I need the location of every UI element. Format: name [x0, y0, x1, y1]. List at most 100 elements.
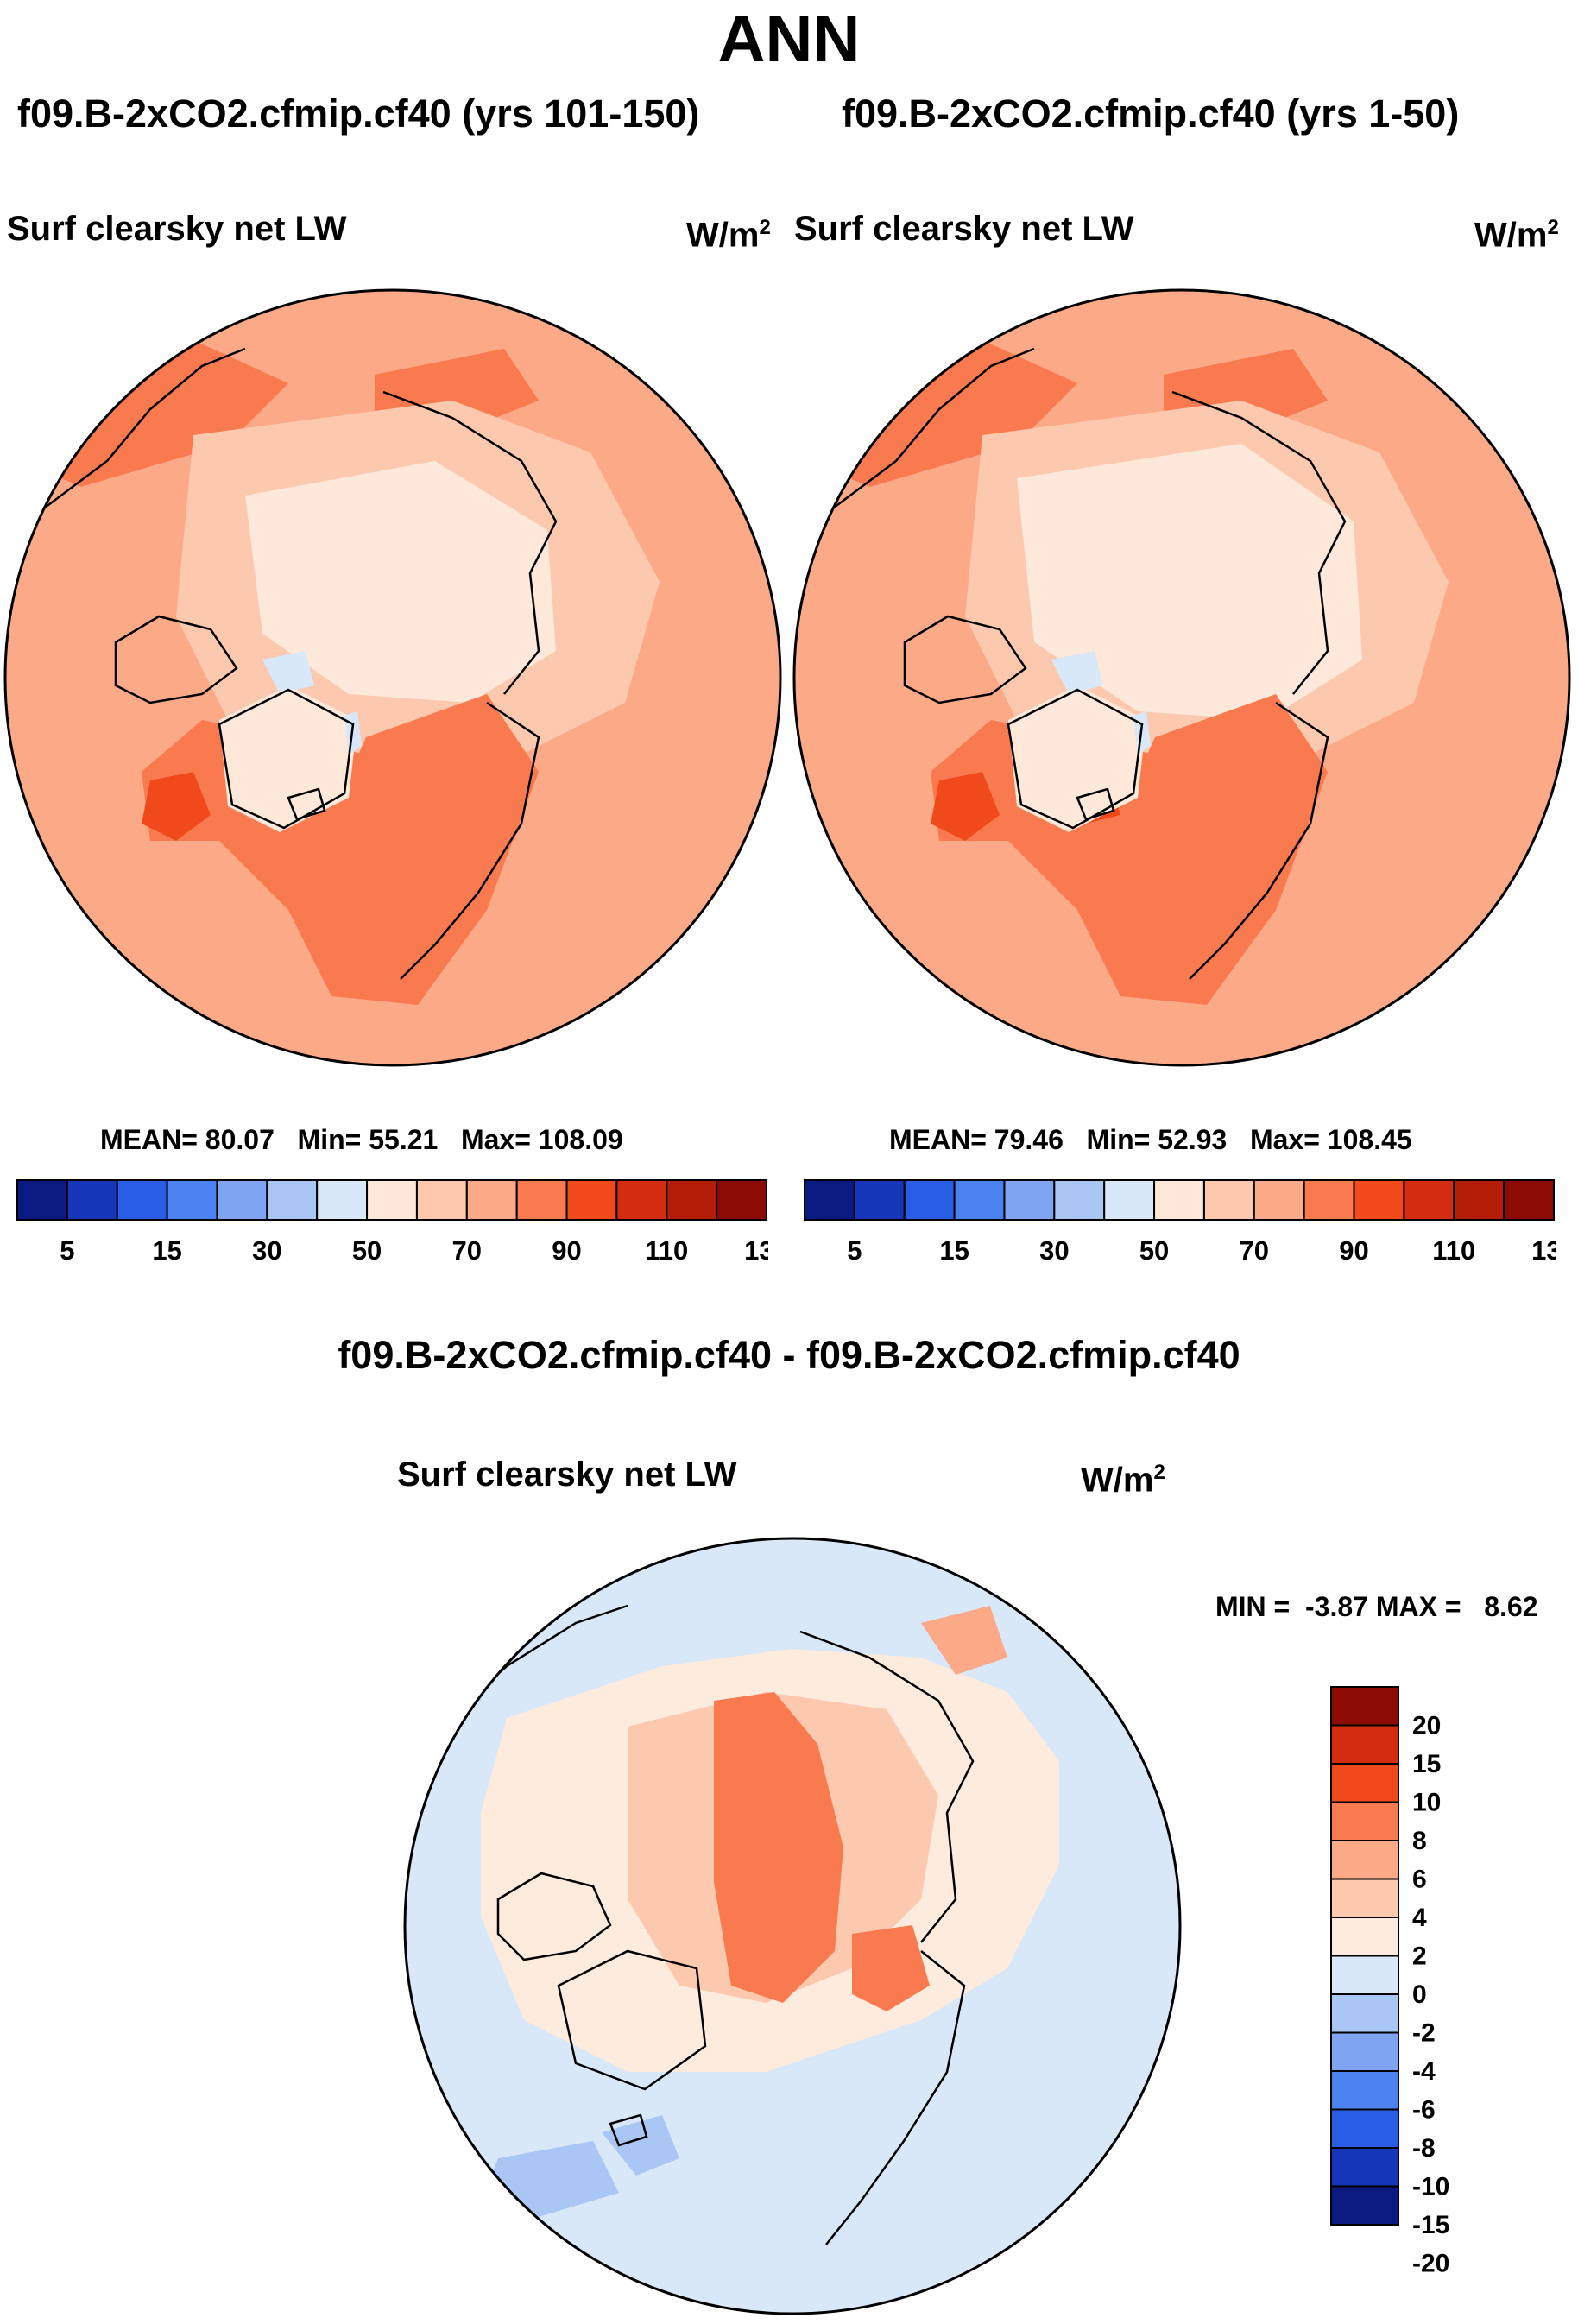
panel2-stats: MEAN= 79.46 Min= 52.93 Max= 108.45 [889, 1124, 1412, 1155]
diff-colorbar-swatch [1330, 1763, 1399, 1803]
diff-field-kara-max [852, 1925, 930, 2011]
diff-title: f09.B-2xCO2.cfmip.cf40 - f09.B-2xCO2.cfm… [338, 1333, 1240, 1377]
diff-colorbar-tick-label: -15 [1412, 2211, 1449, 2239]
panel1-map-border [3, 288, 782, 1067]
panel1-colorbar-swatch [166, 1179, 218, 1221]
panel2-colorbar-swatch [1103, 1179, 1156, 1221]
diff-field-iceland-cooling [602, 2115, 679, 2176]
panel1-colorbar-tick-label: 50 [352, 1235, 382, 1265]
panel2-colorbar-swatch [1353, 1179, 1405, 1221]
panel2-coast-siberia [1171, 390, 1347, 695]
panel1-colorbar-swatch [615, 1179, 668, 1221]
panel1-colorbar-swatch [266, 1179, 319, 1221]
panel1-coast-canadian-archipelago [114, 615, 238, 704]
panel1-field-greenland [219, 685, 357, 832]
panel2-colorbar-tick-label: 30 [1039, 1235, 1069, 1265]
diff-colorbar-swatch [1330, 2031, 1399, 2072]
panel2-colorbar-swatch [1503, 1179, 1556, 1221]
main-title: ANN [717, 3, 861, 76]
diff-colorbar-tick-label: -20 [1412, 2250, 1449, 2278]
diff-coast-canadian-archipelago [496, 1872, 612, 1961]
panel2-coast-iceland [1076, 787, 1115, 821]
panel2-case-title: f09.B-2xCO2.cfmip.cf40 (yrs 1-50) [842, 92, 1460, 136]
diff-field-europe-cooling [576, 2279, 636, 2314]
panel2-polar-map [792, 288, 1571, 1067]
panel1-colorbar-swatch [565, 1179, 618, 1221]
diff-colorbar-tick-label: 20 [1412, 1712, 1441, 1740]
panel2-field-arctic-core [1017, 444, 1362, 720]
diff-colorbar-tick-label: 6 [1412, 1866, 1427, 1894]
panel2-colorbar-swatch [1403, 1179, 1455, 1221]
panel2-colorbar-tick-label: 70 [1240, 1235, 1269, 1265]
diff-colorbar-tick-label: -2 [1412, 2019, 1436, 2048]
diff-colorbar-tick-label: 8 [1412, 1827, 1427, 1855]
panel2-colorbar-swatch [953, 1179, 1006, 1221]
panel2-field-label: Surf clearsky net LW [794, 210, 1134, 248]
diff-field-barents-max [714, 1692, 843, 2003]
diff-colorbar-swatch [1330, 1917, 1399, 1957]
panel1-case-title: f09.B-2xCO2.cfmip.cf40 (yrs 101-150) [17, 92, 700, 136]
panel1-units: W/m2 [686, 216, 771, 255]
diff-colorbar-tick-label: -10 [1412, 2173, 1449, 2201]
panel2-colorbar-swatch [1202, 1179, 1255, 1221]
diff-colorbar-swatch [1330, 2185, 1399, 2226]
panel1-field-baffin-min [262, 651, 314, 694]
panel1-colorbar: 5 15 30 50 70 90 110 130 [16, 1179, 768, 1265]
panel2-coast-greenland [1007, 688, 1144, 830]
panel1-colorbar-tick-label: 70 [452, 1235, 482, 1265]
diff-colorbar-swatch [1330, 1686, 1399, 1727]
panel1-colorbar-tick-label: 110 [645, 1235, 688, 1265]
panel2-colorbar-swatch [1003, 1179, 1056, 1221]
panel2-colorbar-swatch [1253, 1179, 1305, 1221]
panel1-colorbar-tick-label: 90 [552, 1235, 581, 1265]
diff-colorbar-tick-label: -4 [1412, 2057, 1436, 2086]
diff-polar-map [403, 1537, 1182, 2315]
panel2-map-border [792, 288, 1571, 1067]
panel2-colorbar-swatch [1453, 1179, 1505, 1221]
panel1-polar-map [3, 288, 782, 1067]
panel2-colorbar-tick-label: 110 [1432, 1235, 1475, 1265]
panel2-colorbar-tick-label: 5 [847, 1235, 862, 1265]
panel1-colorbar-swatch [116, 1179, 168, 1221]
panel1-colorbar-tick-label: 130 [744, 1235, 768, 1265]
diff-colorbar-swatch [1330, 1724, 1399, 1765]
panel1-colorbar-tick-label: 15 [152, 1235, 181, 1265]
diff-map-border [403, 1537, 1182, 2315]
panel2-units: W/m2 [1474, 216, 1559, 255]
panel1-coast-siberia [382, 390, 558, 695]
panel1-field-label: Surf clearsky net LW [7, 210, 347, 248]
diff-colorbar-swatch [1330, 1955, 1399, 1995]
diff-colorbar-swatch [1330, 2070, 1399, 2111]
diff-coast-siberia [799, 1630, 975, 1943]
panel1-colorbar-swatch [415, 1179, 468, 1221]
diff-colorbar-tick-label: -6 [1412, 2096, 1436, 2125]
panel1-colorbar-swatch [366, 1179, 418, 1221]
diff-colorbar-swatch [1330, 2108, 1399, 2149]
diff-colorbar-swatch [1330, 1878, 1399, 1918]
panel1-colorbar-swatch [16, 1179, 68, 1221]
panel2-colorbar-tick-label: 90 [1339, 1235, 1368, 1265]
panel2-field-greenland [1008, 685, 1146, 832]
panel2-coast-alaska [826, 347, 1035, 514]
panel1-coast-scandinavia [400, 701, 540, 980]
panel1-colorbar-swatch [465, 1179, 518, 1221]
panel2-colorbar: 5 15 30 50 70 90 110 130 [804, 1179, 1556, 1265]
diff-field-chukchi-warm [921, 1606, 1007, 1675]
panel1-coast-alaska [37, 347, 246, 514]
diff-colorbar-tick-label: 2 [1412, 1942, 1427, 1971]
panel1-field-arctic-core [245, 461, 556, 703]
diff-colorbar-swatch [1330, 2147, 1399, 2188]
panel2-field-labrador-max [931, 772, 1000, 841]
panel1-coast-greenland [218, 688, 355, 830]
panel2-coast-canadian-archipelago [903, 615, 1027, 704]
diff-field-label: Surf clearsky net LW [397, 1456, 737, 1494]
panel1-coast-iceland [287, 787, 326, 821]
panel1-colorbar-swatch [316, 1179, 369, 1221]
diff-units: W/m2 [1081, 1461, 1165, 1500]
diff-colorbar-tick-label: 0 [1412, 1980, 1427, 2009]
diff-field-pacific-cooling [420, 1666, 481, 1709]
diff-colorbar-tick-label: -8 [1412, 2134, 1436, 2163]
diff-colorbar-swatch [1330, 1993, 1399, 2034]
panel2-colorbar-tick-label: 50 [1139, 1235, 1169, 1265]
